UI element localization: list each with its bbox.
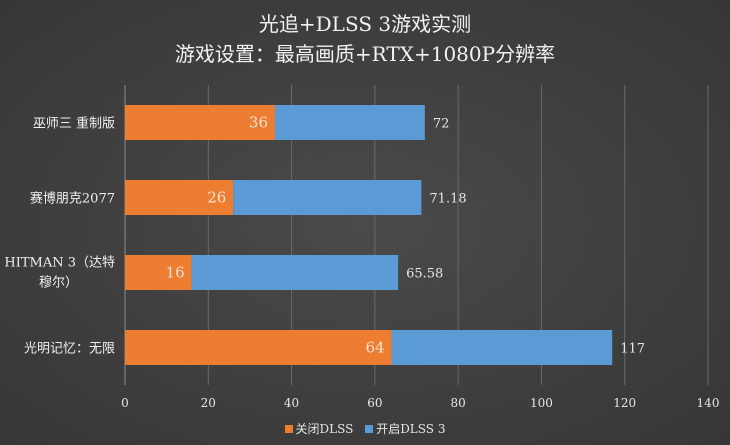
data-label-dlss-on: 72 — [433, 117, 450, 132]
category-label: 光明记忆：无限 — [24, 341, 115, 357]
bar-dlss-on — [274, 105, 425, 140]
x-tick-label: 60 — [367, 396, 382, 410]
legend-label-dlss-on: 开启DLSS 3 — [376, 422, 446, 436]
chart-title: 光追+DLSS 3游戏实测 — [258, 12, 472, 36]
bar-dlss-on — [233, 180, 422, 215]
legend-swatch-dlss-off — [284, 425, 293, 433]
data-label-dlss-off: 26 — [207, 189, 226, 207]
data-label-dlss-on: 117 — [620, 342, 645, 357]
x-tick-label: 140 — [697, 396, 720, 410]
bar-dlss-off — [125, 180, 234, 215]
bar-dlss-off — [125, 330, 392, 365]
x-tick-label: 120 — [613, 396, 636, 410]
chart-subtitle: 游戏设置：最高画质+RTX+1080P分辨率 — [174, 42, 556, 66]
x-tick-label: 20 — [201, 396, 216, 410]
x-tick-label: 40 — [284, 396, 299, 410]
category-label: HITMAN 3（达特穆尔） — [4, 256, 115, 291]
legend: 关闭DLSS 开启DLSS 3 — [0, 420, 730, 437]
x-tick-label: 0 — [121, 396, 129, 410]
x-tick-label: 100 — [530, 396, 553, 410]
data-label-dlss-off: 64 — [366, 339, 385, 357]
bar-dlss-off — [125, 105, 275, 140]
data-label-dlss-on: 65.58 — [406, 267, 443, 282]
bar-dlss-on — [191, 255, 399, 290]
legend-label-dlss-off: 关闭DLSS — [295, 422, 354, 436]
legend-item-dlss-off: 关闭DLSS — [284, 420, 354, 437]
category-label: 巫师三 重制版 — [33, 116, 115, 132]
category-label: 赛博朋克2077 — [30, 191, 115, 207]
x-tick-label: 80 — [451, 396, 466, 410]
data-label-dlss-on: 71.18 — [429, 192, 466, 207]
bar-dlss-off — [125, 255, 192, 290]
bar-dlss-on — [391, 330, 613, 365]
legend-item-dlss-on: 开启DLSS 3 — [365, 420, 445, 437]
legend-swatch-dlss-on — [365, 425, 374, 433]
data-label-dlss-off: 16 — [166, 264, 185, 282]
data-label-dlss-off: 36 — [249, 114, 268, 132]
